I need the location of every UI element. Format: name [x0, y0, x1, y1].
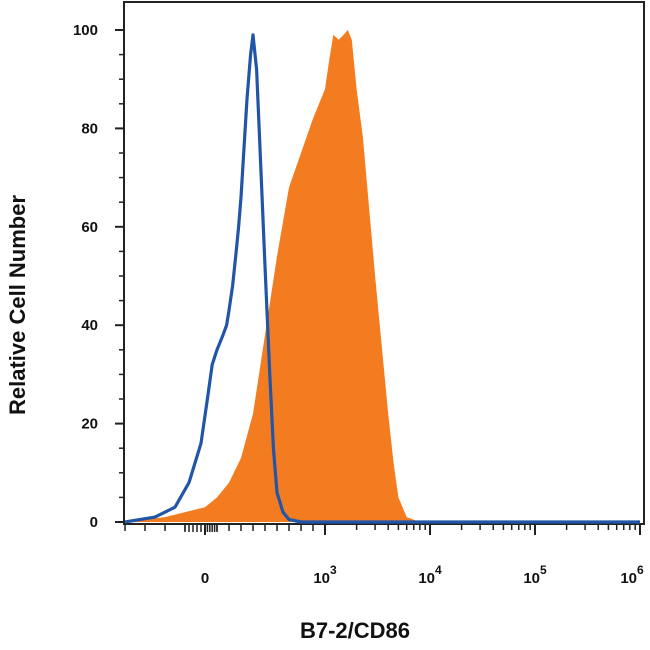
filled-histogram-series — [125, 30, 640, 522]
y-tick-label: 20 — [81, 416, 98, 433]
y-tick-label: 80 — [81, 120, 98, 137]
y-axis-title: Relative Cell Number — [5, 195, 30, 416]
x-tick-label: 106 — [620, 563, 644, 587]
x-axis: 0 103 104 105 106 — [124, 524, 644, 587]
y-tick-label: 100 — [73, 22, 98, 39]
y-tick-label: 60 — [81, 219, 98, 236]
y-axis: 0 20 40 60 80 100 — [73, 22, 124, 531]
series-layer — [124, 30, 640, 524]
y-tick-label: 40 — [81, 317, 98, 334]
x-tick-label: 105 — [523, 563, 547, 587]
y-tick-label: 0 — [90, 514, 98, 531]
control-histogram-line — [124, 33, 640, 524]
x-tick-label: 103 — [313, 563, 337, 587]
x-tick-label: 0 — [201, 570, 209, 587]
x-axis-title: B7-2/CD86 — [300, 618, 410, 643]
plot-frame — [123, 1, 645, 525]
x-tick-label: 104 — [418, 563, 442, 587]
